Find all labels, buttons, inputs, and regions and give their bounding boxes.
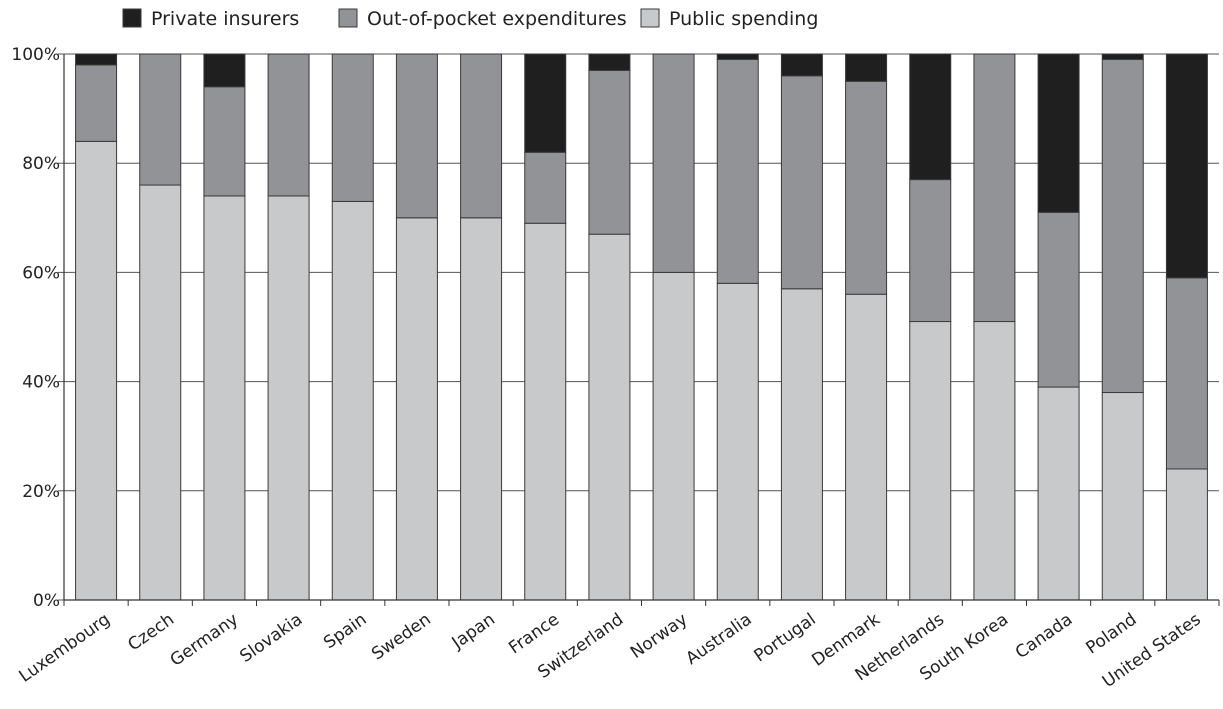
x-tick-label-sweden: Sweden (368, 610, 435, 665)
y-tick-label: 80% (22, 154, 60, 174)
bar-canada-private-insurers (1037, 53, 1080, 213)
legend-swatch-out-of-pocket-expenditures (338, 8, 358, 28)
y-tick-label: 40% (22, 373, 60, 393)
y-tick-labels: 0% 20% 40% 60% 80% 100% (11, 45, 60, 611)
bar-poland-private-insurers (1101, 53, 1144, 60)
bar-luxembourg-public-spending (75, 140, 118, 601)
y-tick-label: 20% (22, 482, 60, 502)
x-tick-label-luxembourg: Luxembourg (16, 610, 114, 687)
y-tick-label: 0% (33, 591, 60, 611)
legend-label-private-insurers: Private insurers (151, 8, 299, 30)
bar-denmark-private-insurers (845, 53, 888, 82)
bar-denmark-public-spending (845, 293, 888, 601)
axes (63, 54, 1220, 606)
bar-germany-private-insurers (203, 53, 246, 88)
x-tick-label-portugal: Portugal (751, 610, 820, 667)
bar-japan-public-spending (460, 217, 503, 601)
legend-swatch-public-spending (640, 8, 660, 28)
bar-netherlands-private-insurers (909, 53, 952, 181)
bar-united-states-public-spending (1165, 468, 1208, 601)
bar-luxembourg-private-insurers (75, 53, 118, 66)
y-tick-label: 60% (22, 263, 60, 283)
x-tick-label-spain: Spain (320, 610, 370, 654)
x-tick-label-australia: Australia (682, 610, 755, 670)
x-tick-label-germany: Germany (167, 610, 242, 671)
bar-united-states-private-insurers (1165, 53, 1208, 279)
bar-czech-out-of-pocket-expenditures (139, 53, 182, 186)
x-tick-label-japan: Japan (448, 610, 499, 654)
x-tick-label-czech: Czech (124, 610, 178, 656)
legend-swatch-private-insurers (122, 8, 142, 28)
bar-czech-public-spending (139, 184, 182, 601)
bar-sweden-public-spending (395, 217, 438, 601)
bar-slovakia-out-of-pocket-expenditures (267, 53, 310, 197)
bar-france-private-insurers (524, 53, 567, 153)
bar-south-korea-public-spending (973, 321, 1016, 601)
bar-portugal-public-spending (780, 288, 823, 601)
y-tick-label: 100% (11, 45, 60, 65)
bar-luxembourg-out-of-pocket-expenditures (75, 64, 118, 142)
bar-france-public-spending (524, 222, 567, 601)
bar-slovakia-public-spending (267, 195, 310, 601)
bar-poland-public-spending (1101, 392, 1144, 601)
bar-germany-out-of-pocket-expenditures (203, 86, 246, 197)
bar-spain-public-spending (331, 200, 374, 601)
bar-portugal-private-insurers (780, 53, 823, 77)
bar-netherlands-out-of-pocket-expenditures (909, 179, 952, 323)
bar-united-states-out-of-pocket-expenditures (1165, 277, 1208, 470)
bar-norway-out-of-pocket-expenditures (652, 53, 695, 273)
bar-portugal-out-of-pocket-expenditures (780, 75, 823, 290)
bar-switzerland-public-spending (588, 233, 631, 601)
x-tick-label-slovakia: Slovakia (236, 610, 306, 667)
bar-australia-public-spending (716, 282, 759, 601)
legend-label-public-spending: Public spending (669, 8, 818, 30)
bar-switzerland-private-insurers (588, 53, 631, 71)
gridlines (58, 53, 1219, 601)
bar-canada-out-of-pocket-expenditures (1037, 211, 1080, 388)
x-tick-label-france: France (505, 610, 563, 659)
bar-france-out-of-pocket-expenditures (524, 151, 567, 224)
bar-denmark-out-of-pocket-expenditures (845, 80, 888, 295)
bar-germany-public-spending (203, 195, 246, 601)
bar-canada-public-spending (1037, 386, 1080, 601)
x-tick-label-norway: Norway (627, 610, 691, 663)
legend-label-out-of-pocket-expenditures: Out-of-pocket expenditures (367, 8, 627, 30)
bar-spain-out-of-pocket-expenditures (331, 53, 374, 202)
bar-japan-out-of-pocket-expenditures (460, 53, 503, 219)
bars (75, 53, 1208, 601)
bar-poland-out-of-pocket-expenditures (1101, 58, 1144, 394)
bar-australia-out-of-pocket-expenditures (716, 58, 759, 284)
bar-sweden-out-of-pocket-expenditures (395, 53, 438, 219)
legend: Private insurers Out-of-pocket expenditur… (122, 8, 818, 30)
bar-australia-private-insurers (716, 53, 759, 60)
bar-switzerland-out-of-pocket-expenditures (588, 69, 631, 235)
x-tick-label-canada: Canada (1012, 610, 1076, 663)
bar-netherlands-public-spending (909, 321, 952, 601)
bar-south-korea-out-of-pocket-expenditures (973, 53, 1016, 323)
bar-norway-public-spending (652, 271, 695, 601)
x-tick-label-poland: Poland (1083, 610, 1141, 659)
